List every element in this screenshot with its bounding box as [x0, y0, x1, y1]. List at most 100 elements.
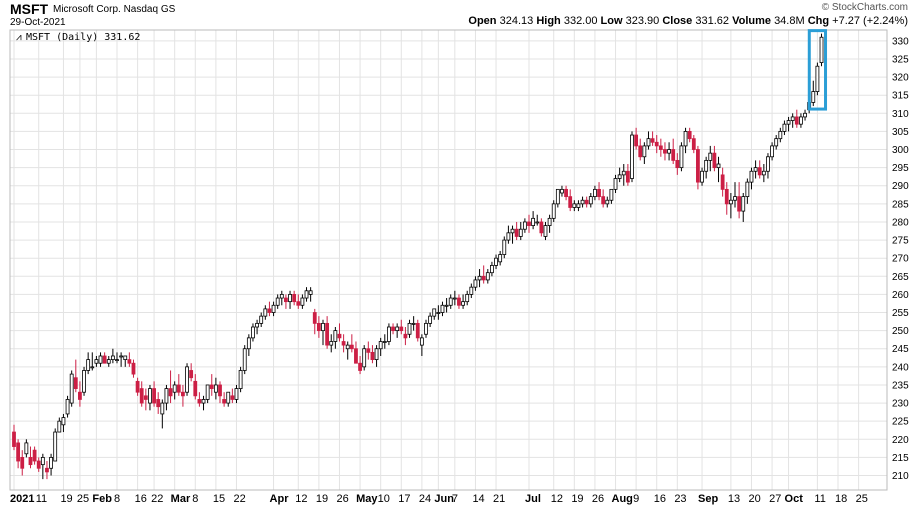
x-tick-label: 26	[592, 493, 604, 505]
brand-label[interactable]: © StockCharts.com	[821, 2, 908, 13]
candle	[40, 453, 45, 480]
candle	[436, 305, 441, 320]
candle	[284, 294, 288, 309]
candle	[687, 127, 692, 143]
y-tick-label: 240	[892, 362, 909, 373]
x-tick-label: 22	[151, 493, 163, 505]
candle	[477, 269, 482, 288]
chart-date: 29-Oct-2021	[10, 17, 66, 28]
candle	[172, 381, 177, 400]
candle	[683, 127, 688, 154]
candle	[395, 323, 400, 338]
x-tick-label: 19	[571, 493, 583, 505]
candle	[811, 80, 816, 107]
candle	[242, 345, 247, 375]
x-tick-label: 11	[36, 493, 47, 505]
y-axis: 210 215 220 225 230 235 240 245 250 255 260 265 270 2…	[892, 36, 909, 482]
y-tick-label: 235	[892, 380, 909, 391]
candle	[139, 381, 144, 407]
candle	[514, 221, 519, 241]
candle	[531, 211, 536, 230]
candle	[424, 319, 428, 338]
candle	[510, 225, 515, 244]
candle	[391, 323, 395, 335]
candle	[518, 221, 523, 241]
candle	[345, 341, 350, 360]
candle	[349, 334, 354, 353]
candle	[576, 200, 581, 212]
candle	[308, 287, 313, 302]
candle	[86, 352, 91, 375]
candle	[440, 301, 445, 317]
y-tick-label: 260	[892, 290, 909, 301]
y-tick-label: 320	[892, 73, 909, 84]
candle	[189, 363, 194, 382]
candle	[770, 142, 774, 161]
candle	[90, 352, 95, 371]
candle	[642, 142, 647, 165]
x-tick-label: Apr	[270, 493, 290, 505]
candle	[263, 305, 268, 320]
candle	[498, 250, 503, 266]
chg-value: +7.27 (+2.24%)	[832, 15, 908, 27]
candle	[712, 145, 717, 172]
x-tick-label: 18	[835, 493, 847, 505]
volume-value: 34.8M	[774, 15, 805, 27]
candle	[411, 316, 416, 331]
legend-text: MSFT (Daily) 331.62	[26, 32, 140, 43]
candle	[73, 359, 78, 393]
y-tick-label: 325	[892, 54, 909, 65]
x-tick-label: 11	[814, 493, 825, 505]
symbol-title: MSFT	[10, 1, 49, 17]
candle	[271, 301, 276, 317]
low-value: 323.90	[625, 15, 660, 27]
candle	[69, 370, 74, 407]
x-tick-label: 24	[419, 493, 431, 505]
candle	[601, 189, 606, 208]
y-tick-label: 305	[892, 127, 909, 138]
x-tick-label: Sep	[698, 493, 718, 505]
plot-frame	[9, 29, 888, 491]
candle	[378, 337, 383, 356]
y-tick-label: 290	[892, 181, 909, 192]
y-tick-label: 215	[892, 453, 909, 464]
candle	[61, 413, 66, 433]
x-tick-label: Mar	[171, 493, 191, 505]
candle	[209, 374, 214, 396]
y-tick-label: 330	[892, 36, 909, 47]
candle	[49, 453, 53, 476]
highlight-box	[807, 29, 828, 111]
y-tick-label: 225	[892, 417, 909, 428]
candle	[135, 377, 140, 396]
candle	[106, 355, 111, 367]
candle	[292, 290, 297, 306]
candle	[745, 178, 750, 204]
candle	[148, 384, 152, 411]
candle	[572, 200, 577, 212]
candle	[94, 355, 99, 367]
candle	[494, 254, 498, 270]
x-tick-label: 12	[551, 493, 563, 505]
close-value: 331.62	[695, 15, 730, 27]
candle	[16, 439, 21, 469]
candle	[218, 381, 222, 404]
candle	[650, 131, 655, 146]
candle	[724, 182, 729, 215]
x-tick-label: 15	[213, 493, 225, 505]
candle	[728, 192, 733, 219]
candle	[700, 167, 704, 186]
candle	[753, 160, 758, 179]
candle	[465, 290, 470, 306]
x-tick-label: 12	[295, 493, 307, 505]
candle	[419, 334, 424, 356]
candle	[457, 294, 461, 309]
candle	[110, 348, 115, 364]
y-tick-label: 315	[892, 91, 909, 102]
candle	[32, 446, 37, 465]
candle	[778, 127, 783, 143]
candle	[696, 145, 700, 190]
candle	[621, 164, 626, 186]
candle	[143, 388, 148, 411]
candle	[733, 182, 737, 208]
